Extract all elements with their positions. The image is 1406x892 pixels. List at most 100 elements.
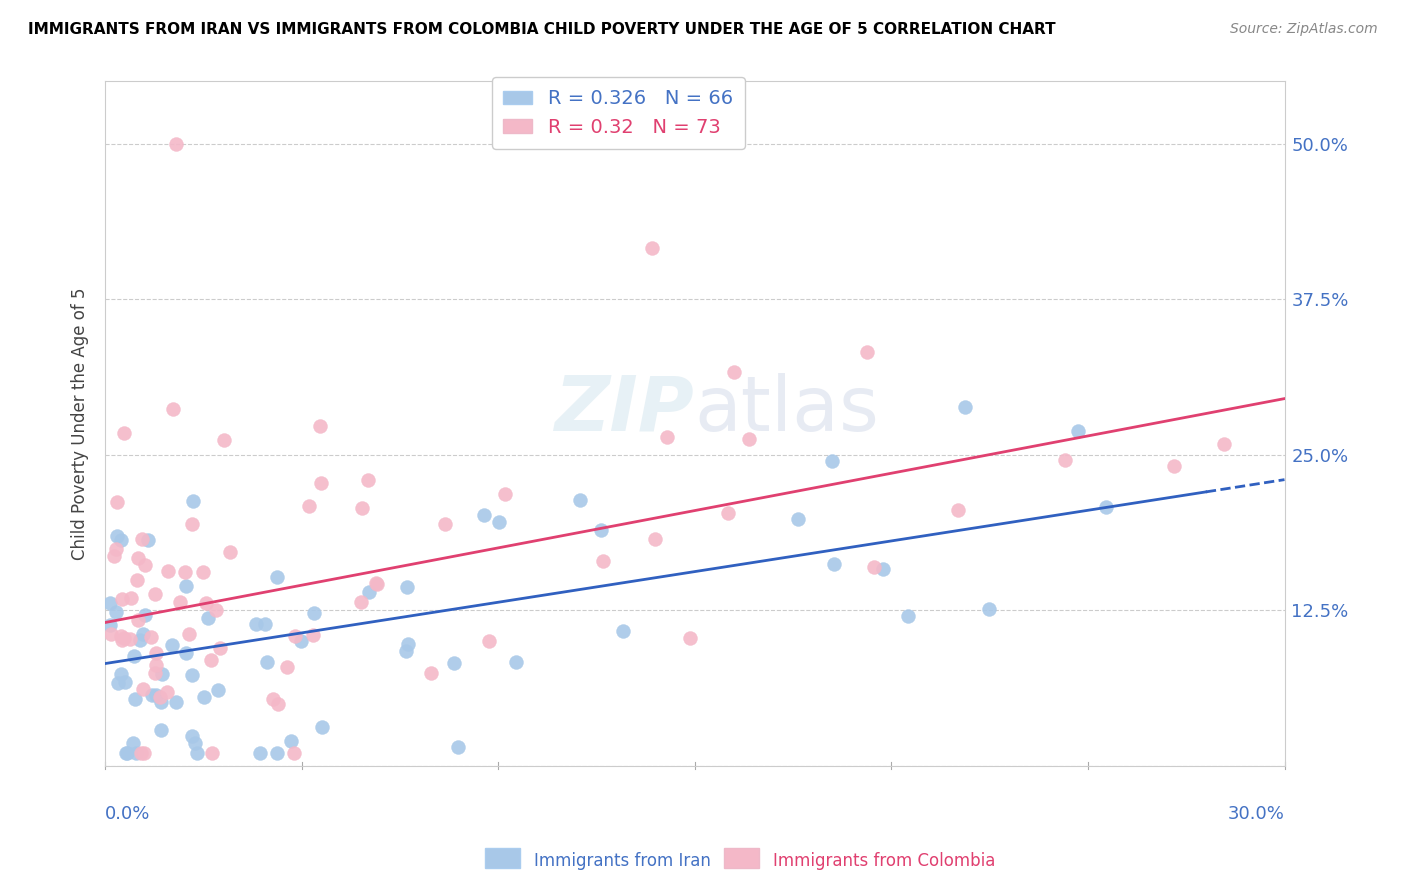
Text: 0.0%: 0.0% <box>105 805 150 823</box>
Point <box>1163 458 1185 473</box>
Point <box>197 610 219 624</box>
Point <box>208 641 231 656</box>
Legend: R = 0.326   N = 66, R = 0.32   N = 73: R = 0.326 N = 66, R = 0.32 N = 73 <box>492 78 745 149</box>
Point <box>98 596 121 610</box>
Point <box>138 533 160 547</box>
Point <box>122 736 145 750</box>
Point <box>249 746 271 760</box>
Point <box>396 580 419 594</box>
Point <box>125 573 148 587</box>
Point <box>134 558 156 573</box>
Point <box>266 569 288 583</box>
Point <box>120 632 142 647</box>
Point <box>162 401 184 416</box>
Point <box>420 666 443 681</box>
Point <box>145 688 167 702</box>
Point <box>200 653 222 667</box>
Point <box>1053 453 1076 467</box>
Point <box>145 646 167 660</box>
Point <box>446 740 468 755</box>
Point <box>290 634 312 648</box>
Point <box>181 730 204 744</box>
Point <box>366 575 388 590</box>
Text: Source: ZipAtlas.com: Source: ZipAtlas.com <box>1230 22 1378 37</box>
Point <box>141 689 163 703</box>
Point <box>472 508 495 522</box>
Point <box>150 723 173 737</box>
Point <box>218 544 240 558</box>
Point <box>195 596 218 610</box>
Point <box>1067 424 1090 438</box>
Point <box>181 517 204 532</box>
Point <box>592 554 614 568</box>
Point <box>105 605 128 619</box>
Point <box>110 533 132 548</box>
Point <box>124 691 146 706</box>
Point <box>245 616 267 631</box>
Point <box>787 511 810 525</box>
Point <box>105 529 128 543</box>
Point <box>110 667 132 681</box>
Point <box>350 595 373 609</box>
Point <box>132 746 155 760</box>
Point <box>478 633 501 648</box>
Point <box>207 683 229 698</box>
Point <box>150 667 173 681</box>
Point <box>955 400 977 414</box>
Point <box>568 493 591 508</box>
Point <box>396 637 419 651</box>
Point <box>111 591 134 606</box>
Point <box>179 627 201 641</box>
Point <box>111 632 134 647</box>
Point <box>141 630 163 644</box>
Point <box>350 500 373 515</box>
Point <box>174 646 197 660</box>
Point <box>204 603 226 617</box>
Point <box>112 425 135 440</box>
Text: 30.0%: 30.0% <box>1227 805 1285 823</box>
Point <box>284 629 307 643</box>
Point <box>311 720 333 734</box>
Point <box>977 602 1000 616</box>
Point <box>612 624 634 638</box>
Point <box>134 608 156 623</box>
Point <box>357 474 380 488</box>
Point <box>149 695 172 709</box>
Point <box>488 516 510 530</box>
Point <box>717 506 740 520</box>
Text: IMMIGRANTS FROM IRAN VS IMMIGRANTS FROM COLOMBIA CHILD POVERTY UNDER THE AGE OF : IMMIGRANTS FROM IRAN VS IMMIGRANTS FROM … <box>28 22 1056 37</box>
Point <box>191 565 214 579</box>
Point <box>309 419 332 434</box>
Point <box>267 698 290 712</box>
Y-axis label: Child Poverty Under the Age of 5: Child Poverty Under the Age of 5 <box>72 287 89 560</box>
Point <box>302 606 325 620</box>
Point <box>212 433 235 447</box>
Point <box>115 746 138 760</box>
Point <box>143 665 166 680</box>
Point <box>644 532 666 546</box>
Point <box>256 655 278 669</box>
Point <box>174 578 197 592</box>
Point <box>184 736 207 750</box>
Point <box>100 627 122 641</box>
Point <box>872 562 894 576</box>
Point <box>823 557 845 571</box>
Point <box>132 682 155 697</box>
Point <box>127 551 149 566</box>
Text: atlas: atlas <box>695 373 880 447</box>
Point <box>276 660 298 674</box>
Point <box>98 618 121 632</box>
Point <box>145 658 167 673</box>
Point <box>738 432 761 446</box>
Point <box>169 595 191 609</box>
Point <box>298 500 321 514</box>
Point <box>131 532 153 546</box>
Point <box>679 631 702 645</box>
Point <box>120 591 142 606</box>
Point <box>366 576 388 591</box>
Point <box>110 629 132 643</box>
Point <box>359 585 381 599</box>
Point <box>157 564 180 578</box>
Point <box>280 734 302 748</box>
Point <box>262 692 284 706</box>
